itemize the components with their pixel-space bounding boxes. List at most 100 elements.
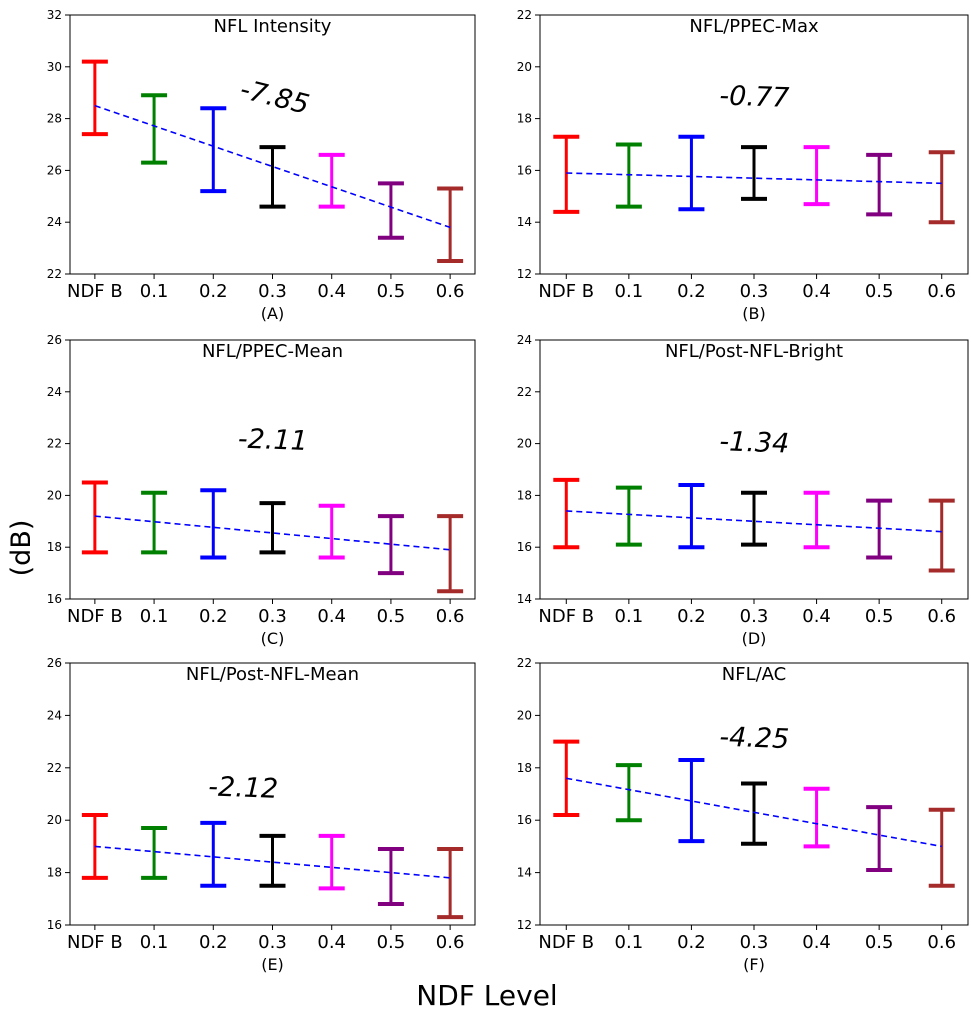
chart-title: NFL Intensity: [214, 16, 332, 37]
x-tick-label: 0.3: [258, 606, 287, 627]
figure-xlabel: NDF Level: [416, 979, 557, 1012]
x-tick-label: NDF B: [67, 281, 123, 302]
plot-frame: [539, 14, 969, 275]
y-tick-label: 30: [47, 60, 62, 74]
x-tick-label: 0.5: [865, 281, 894, 302]
y-tick-label: 24: [47, 708, 62, 722]
x-tick-label: 0.3: [258, 932, 287, 953]
trend-line: [566, 777, 942, 848]
slope-annotation: -4.25: [719, 722, 790, 755]
y-tick-label: 20: [47, 813, 62, 827]
x-tick-label: NDF B: [538, 606, 594, 627]
y-tick-label: 14: [517, 592, 532, 606]
y-tick-label: 18: [517, 112, 532, 126]
panel-label: (C): [261, 629, 285, 648]
y-tick-label: 22: [47, 761, 62, 775]
x-tick-label: 0.6: [927, 932, 956, 953]
trend-line: [566, 172, 942, 185]
chart-panel: NFL/PPEC-Mean 16 18 20 22 24 26 NDF B 0.1 0.2 0.3 0…: [47, 333, 476, 648]
x-tick-label: 0.4: [317, 281, 346, 302]
y-tick-label: 16: [47, 918, 62, 932]
x-tick-label: 0.4: [317, 606, 346, 627]
y-tick-label: 18: [517, 488, 532, 502]
y-tick-label: 28: [47, 112, 62, 126]
panel-label: (D): [742, 629, 767, 648]
x-tick-label: 0.4: [802, 606, 831, 627]
x-tick-label: 0.2: [199, 606, 228, 627]
panel-label: (E): [261, 955, 284, 974]
x-tick-label: 0.1: [615, 281, 644, 302]
x-tick-label: NDF B: [67, 932, 123, 953]
x-tick-label: NDF B: [538, 932, 594, 953]
y-tick-label: 16: [517, 540, 532, 554]
x-tick-label: NDF B: [67, 606, 123, 627]
x-tick-label: 0.5: [377, 281, 406, 302]
slope-annotation: -0.77: [719, 80, 790, 113]
y-tick-label: 26: [47, 163, 62, 177]
y-tick-label: 22: [517, 656, 532, 670]
chart-title: NFL/PPEC-Max: [689, 16, 819, 37]
x-tick-label: 0.2: [677, 932, 706, 953]
y-tick-label: 22: [47, 437, 62, 451]
x-tick-label: 0.5: [377, 606, 406, 627]
chart-panel: NFL/PPEC-Max 12 14 16 18 20 22 NDF B 0.1 0.2 0.3 0.…: [517, 8, 969, 323]
x-tick-label: 0.6: [436, 932, 465, 953]
plot-frame: [69, 339, 476, 600]
chart-title: NFL/AC: [722, 664, 786, 685]
y-tick-label: 18: [517, 761, 532, 775]
chart-title: NFL/Post-NFL-Mean: [186, 664, 359, 685]
trend-line: [566, 510, 942, 533]
x-tick-label: 0.5: [865, 932, 894, 953]
x-tick-label: 0.3: [740, 932, 769, 953]
y-tick-label: 16: [517, 163, 532, 177]
x-tick-label: 0.1: [140, 281, 169, 302]
y-tick-label: 14: [517, 215, 532, 229]
y-tick-label: 18: [47, 540, 62, 554]
x-tick-label: 0.3: [258, 281, 287, 302]
slope-annotation: -2.11: [237, 424, 308, 457]
y-tick-label: 12: [517, 267, 532, 281]
x-tick-label: 0.1: [140, 606, 169, 627]
y-tick-label: 12: [517, 918, 532, 932]
panels: NFL Intensity 22 24 26 28 30 32 NDF B 0.1 0.2 0.3 0…: [47, 8, 969, 974]
x-tick-label: 0.5: [377, 932, 406, 953]
y-tick-label: 20: [517, 708, 532, 722]
x-tick-label: 0.6: [436, 606, 465, 627]
x-tick-label: 0.2: [199, 281, 228, 302]
x-tick-label: 0.1: [140, 932, 169, 953]
x-tick-label: 0.3: [740, 606, 769, 627]
x-tick-label: 0.4: [317, 932, 346, 953]
x-tick-label: 0.5: [865, 606, 894, 627]
y-tick-label: 32: [47, 8, 62, 22]
x-tick-label: 0.1: [615, 932, 644, 953]
y-tick-label: 26: [47, 656, 62, 670]
slope-annotation: -1.34: [719, 426, 790, 459]
y-tick-label: 14: [517, 866, 532, 880]
y-tick-label: 20: [47, 488, 62, 502]
chart-title: NFL/PPEC-Mean: [202, 341, 343, 362]
panel-label: (B): [742, 304, 765, 323]
y-tick-label: 26: [47, 333, 62, 347]
slope-annotation: -7.85: [237, 74, 312, 121]
slope-annotation: -2.12: [208, 771, 279, 804]
x-tick-label: 0.2: [677, 281, 706, 302]
y-tick-label: 24: [517, 333, 532, 347]
x-tick-label: NDF B: [538, 281, 594, 302]
figure-ylabel: (dB): [6, 520, 37, 577]
x-tick-label: 0.2: [199, 932, 228, 953]
y-tick-label: 22: [517, 385, 532, 399]
y-tick-label: 16: [47, 592, 62, 606]
y-tick-label: 20: [517, 437, 532, 451]
chart-title: NFL/Post-NFL-Bright: [665, 341, 843, 362]
x-tick-label: 0.1: [615, 606, 644, 627]
y-tick-label: 24: [47, 215, 62, 229]
chart-panel: NFL/Post-NFL-Mean 16 18 20 22 24 26 NDF B 0.1 0.2…: [47, 656, 476, 974]
trend-line: [94, 104, 451, 229]
plot-frame: [69, 14, 476, 275]
y-tick-label: 22: [47, 267, 62, 281]
y-tick-label: 24: [47, 385, 62, 399]
y-tick-label: 18: [47, 866, 62, 880]
x-tick-label: 0.4: [802, 281, 831, 302]
plot-frame: [539, 339, 969, 600]
